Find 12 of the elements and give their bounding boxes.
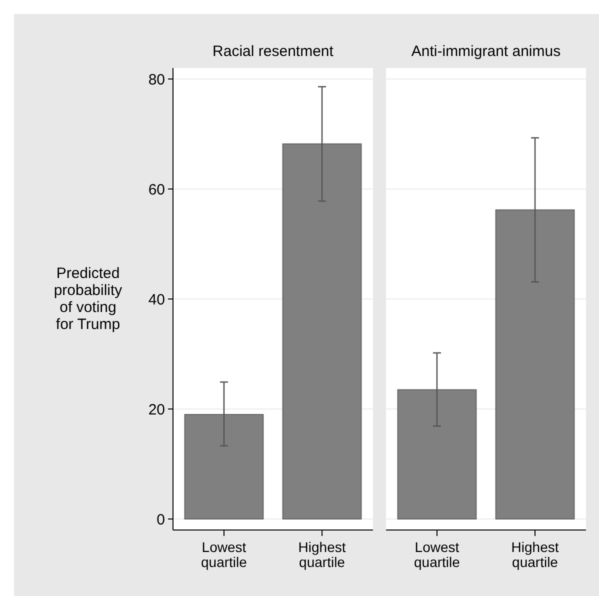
y-tick-label: 0 (156, 511, 165, 528)
y-tick-label: 20 (148, 401, 165, 418)
chart-title: Racial resentment (212, 43, 334, 60)
x-tick-label: Lowest quartile (414, 539, 460, 570)
y-tick-label: 60 (148, 181, 165, 198)
chart-title: Anti-immigrant animus (411, 43, 561, 60)
x-tick-label: Highest quartile (511, 539, 559, 570)
x-tick-label: Lowest quartile (201, 539, 248, 570)
y-tick-label: 80 (148, 71, 165, 88)
y-axis-title: Predicted probability of voting for Trump (54, 265, 123, 333)
x-tick-label: Highest quartile (298, 539, 346, 570)
y-tick-label: 40 (148, 291, 165, 308)
